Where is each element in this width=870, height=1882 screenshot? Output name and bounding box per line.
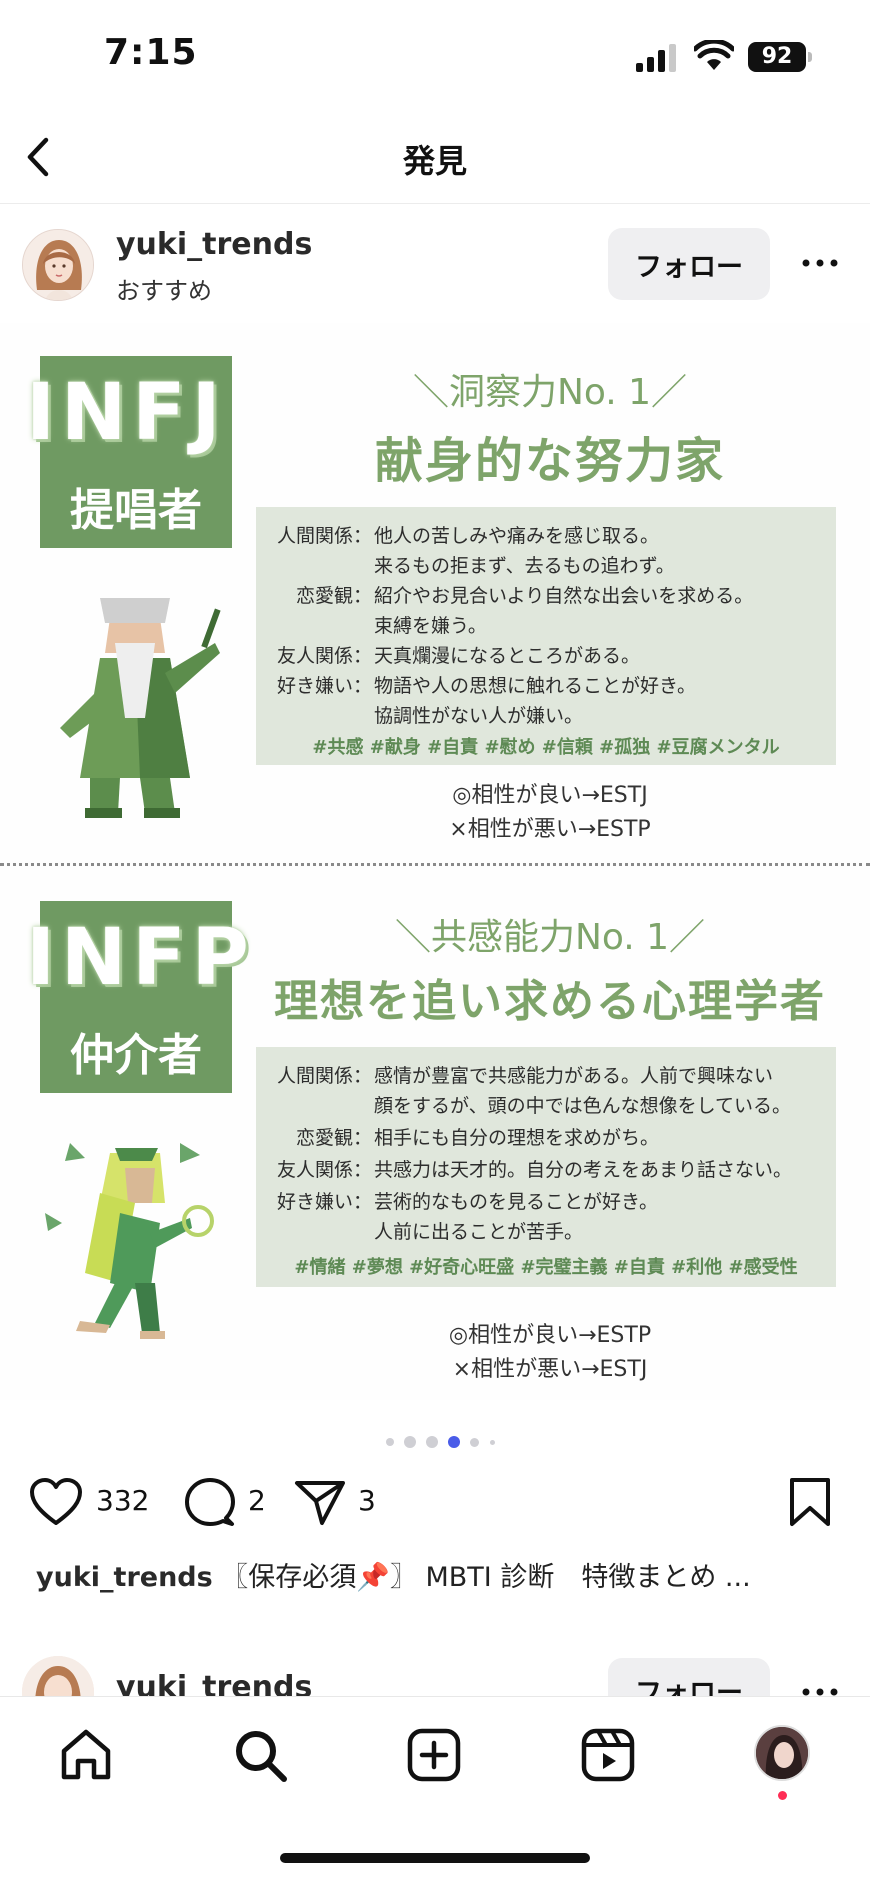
row-text: 紹介やお見合いより自然な出会いを求める。	[374, 585, 754, 607]
like-count: 332	[96, 1484, 150, 1517]
carousel-dot	[470, 1438, 479, 1447]
post-subtitle: おすすめ	[116, 277, 212, 305]
infp-code: INFP	[26, 913, 255, 1003]
share-count: 3	[358, 1484, 376, 1517]
row-label: 好き嫌い：	[276, 1191, 372, 1213]
search-icon[interactable]	[230, 1725, 290, 1785]
row-label: 恋愛観：	[295, 585, 372, 607]
wifi-icon	[694, 40, 734, 70]
post-image[interactable]: INFJ 提唱者 ＼洞察力No. 1／ 献身的な努力家 人間関係： 他人の苦しみ…	[0, 323, 870, 1400]
page-title: 発見	[402, 142, 467, 180]
row-text: 束縛を嫌う。	[374, 615, 487, 637]
row-label: 人間関係：	[276, 525, 372, 547]
carousel-dot	[386, 1438, 394, 1446]
infj-info-box: 人間関係： 他人の苦しみや痛みを感じ取る。 来るもの拒まず、去るもの追わず。 恋…	[256, 507, 836, 765]
infj-tags: #共感 #献身 #自責 #慰め #信頼 #孤独 #豆腐メンタル	[312, 737, 780, 758]
caption-username[interactable]: yuki_trends	[36, 1562, 213, 1593]
battery-tip	[808, 52, 812, 62]
battery-level: 92	[748, 42, 806, 72]
avatar[interactable]	[22, 229, 94, 301]
sage-illustration	[60, 598, 221, 818]
bookmark-icon[interactable]	[782, 1476, 838, 1528]
heart-icon[interactable]	[28, 1476, 84, 1528]
notification-dot	[778, 1791, 787, 1800]
infj-code: INFJ	[26, 368, 227, 458]
home-icon[interactable]	[56, 1725, 116, 1785]
caption-text: 〖保存必須📌〗 MBTI 診断 特徴まとめ ...	[221, 1562, 751, 1593]
row-text: 来るもの拒まず、去るもの追わず。	[374, 555, 675, 577]
infp-tags: #情緒 #夢想 #好奇心旺盛 #完璧主義 #自責 #利他 #感受性	[294, 1257, 798, 1278]
status-time: 7:15	[104, 32, 198, 73]
post-actions: 332 2 3	[0, 1468, 870, 1538]
avatar-image	[23, 230, 93, 300]
row-text: 他人の苦しみや痛みを感じ取る。	[374, 525, 660, 547]
row-text: 物語や人の思想に触れることが好き。	[374, 675, 697, 697]
carousel-dot	[404, 1436, 416, 1448]
next-post-follow-button[interactable]: フォロー	[608, 1658, 770, 1696]
row-text: 人前に出ることが苦手。	[374, 1221, 584, 1243]
comment-icon[interactable]	[182, 1476, 238, 1528]
send-icon[interactable]	[292, 1476, 348, 1528]
infp-headline: 理想を追い求める心理学者	[274, 976, 826, 1027]
avatar-image	[22, 1656, 94, 1696]
back-button[interactable]	[14, 132, 64, 182]
infj-headline: 献身的な努力家	[374, 433, 725, 489]
post-header: yuki_trends おすすめ フォロー	[0, 205, 870, 323]
carousel-dot	[490, 1440, 495, 1445]
tab-bar	[0, 1696, 870, 1882]
carousel-dot	[426, 1436, 438, 1448]
home-indicator	[280, 1853, 590, 1863]
infp-badge: INFP 仲介者	[26, 901, 249, 1093]
more-horizontal-icon[interactable]	[796, 1674, 844, 1696]
row-label: 友人関係：	[276, 645, 372, 667]
carousel-dots	[380, 1434, 510, 1450]
carousel-dot-active	[448, 1436, 460, 1448]
infp-tagline: ＼共感能力No. 1／	[394, 917, 706, 958]
row-text: 共感力は天才的。自分の考えをあまり話さない。	[374, 1159, 793, 1181]
infj-tagline: ＼洞察力No. 1／	[412, 372, 688, 413]
row-label: 人間関係：	[276, 1065, 372, 1087]
profile-tab-avatar[interactable]	[754, 1725, 810, 1781]
infj-role: 提唱者	[70, 485, 202, 536]
profile-avatar-image	[756, 1727, 808, 1779]
mediator-illustration	[45, 1143, 214, 1339]
avatar[interactable]	[22, 1656, 94, 1696]
infp-bad-match: ×相性が悪い→ESTJ	[452, 1357, 648, 1382]
row-label: 恋愛観：	[295, 1127, 372, 1149]
row-label: 好き嫌い：	[276, 675, 372, 697]
row-text: 感情が豊富で共感能力がある。人前で興味ない	[374, 1065, 774, 1087]
status-bar: 7:15 92	[0, 0, 870, 110]
infj-bad-match: ×相性が悪い→ESTP	[449, 817, 651, 842]
more-horizontal-icon[interactable]	[796, 245, 844, 281]
battery-indicator: 92	[748, 42, 812, 72]
row-text: 顔をするが、頭の中では色んな想像をしている。	[374, 1095, 792, 1117]
reels-icon[interactable]	[578, 1725, 638, 1785]
row-text: 相手にも自分の理想を求めがち。	[374, 1127, 660, 1149]
infp-good-match: ◎相性が良い→ESTP	[448, 1323, 652, 1348]
next-post-username[interactable]: yuki_trends	[116, 1670, 313, 1696]
row-label: 友人関係：	[276, 1159, 372, 1181]
plus-square-icon[interactable]	[404, 1725, 464, 1785]
infp-info-box: 人間関係： 感情が豊富で共感能力がある。人前で興味ない 顔をするが、頭の中では色…	[256, 1047, 836, 1287]
follow-button[interactable]: フォロー	[608, 228, 770, 300]
infp-role: 仲介者	[70, 1030, 202, 1081]
infj-badge: INFJ 提唱者	[26, 356, 232, 548]
infj-good-match: ◎相性が良い→ESTJ	[452, 783, 648, 808]
next-post-header: yuki_trends フォロー	[0, 1640, 870, 1696]
signal-icon	[636, 44, 676, 72]
nav-bar: 発見	[0, 110, 870, 204]
row-text: 天真爛漫になるところがある。	[374, 645, 641, 667]
comment-count: 2	[248, 1484, 266, 1517]
row-text: 芸術的なものを見ることが好き。	[374, 1191, 659, 1213]
row-text: 協調性がない人が嫌い。	[374, 705, 584, 727]
post-caption[interactable]: yuki_trends 〖保存必須📌〗 MBTI 診断 特徴まとめ ...	[36, 1555, 846, 1594]
post-username[interactable]: yuki_trends	[116, 227, 313, 262]
section-divider	[0, 863, 870, 866]
